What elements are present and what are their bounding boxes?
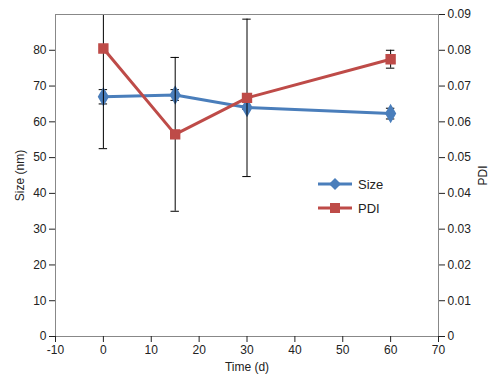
svg-text:40: 40 (33, 186, 47, 200)
svg-text:0.03: 0.03 (448, 222, 472, 236)
svg-text:10: 10 (145, 343, 159, 357)
svg-text:40: 40 (288, 343, 302, 357)
svg-text:50: 50 (33, 150, 47, 164)
svg-text:0: 0 (40, 329, 47, 343)
svg-text:50: 50 (336, 343, 350, 357)
html-text:Size: Size (358, 176, 384, 192)
svg-text:0.01: 0.01 (448, 294, 472, 308)
svg-text:PDI: PDI (476, 165, 490, 185)
svg-text:70: 70 (33, 79, 47, 93)
svg-text:60: 60 (33, 115, 47, 129)
svg-text:20: 20 (33, 258, 47, 272)
html-text:PDI: PDI (358, 200, 380, 216)
svg-text:0.07: 0.07 (448, 79, 472, 93)
svg-text:60: 60 (384, 343, 398, 357)
svg-text:80: 80 (33, 43, 47, 57)
svg-text:0.08: 0.08 (448, 43, 472, 57)
svg-text:Time (d): Time (d) (225, 360, 269, 374)
svg-text:0: 0 (448, 329, 455, 343)
svg-text:0.04: 0.04 (448, 186, 472, 200)
svg-text:0.05: 0.05 (448, 150, 472, 164)
svg-text:-10: -10 (47, 343, 65, 357)
svg-text:30: 30 (33, 222, 47, 236)
svg-text:10: 10 (33, 294, 47, 308)
svg-text:70: 70 (432, 343, 446, 357)
svg-text:0.02: 0.02 (448, 258, 472, 272)
svg-text:0.06: 0.06 (448, 115, 472, 129)
svg-text:20: 20 (192, 343, 206, 357)
svg-text:0.09: 0.09 (448, 7, 472, 21)
svg-text:0: 0 (100, 343, 107, 357)
svg-text:30: 30 (240, 343, 254, 357)
svg-text:Size (nm): Size (nm) (13, 150, 27, 201)
